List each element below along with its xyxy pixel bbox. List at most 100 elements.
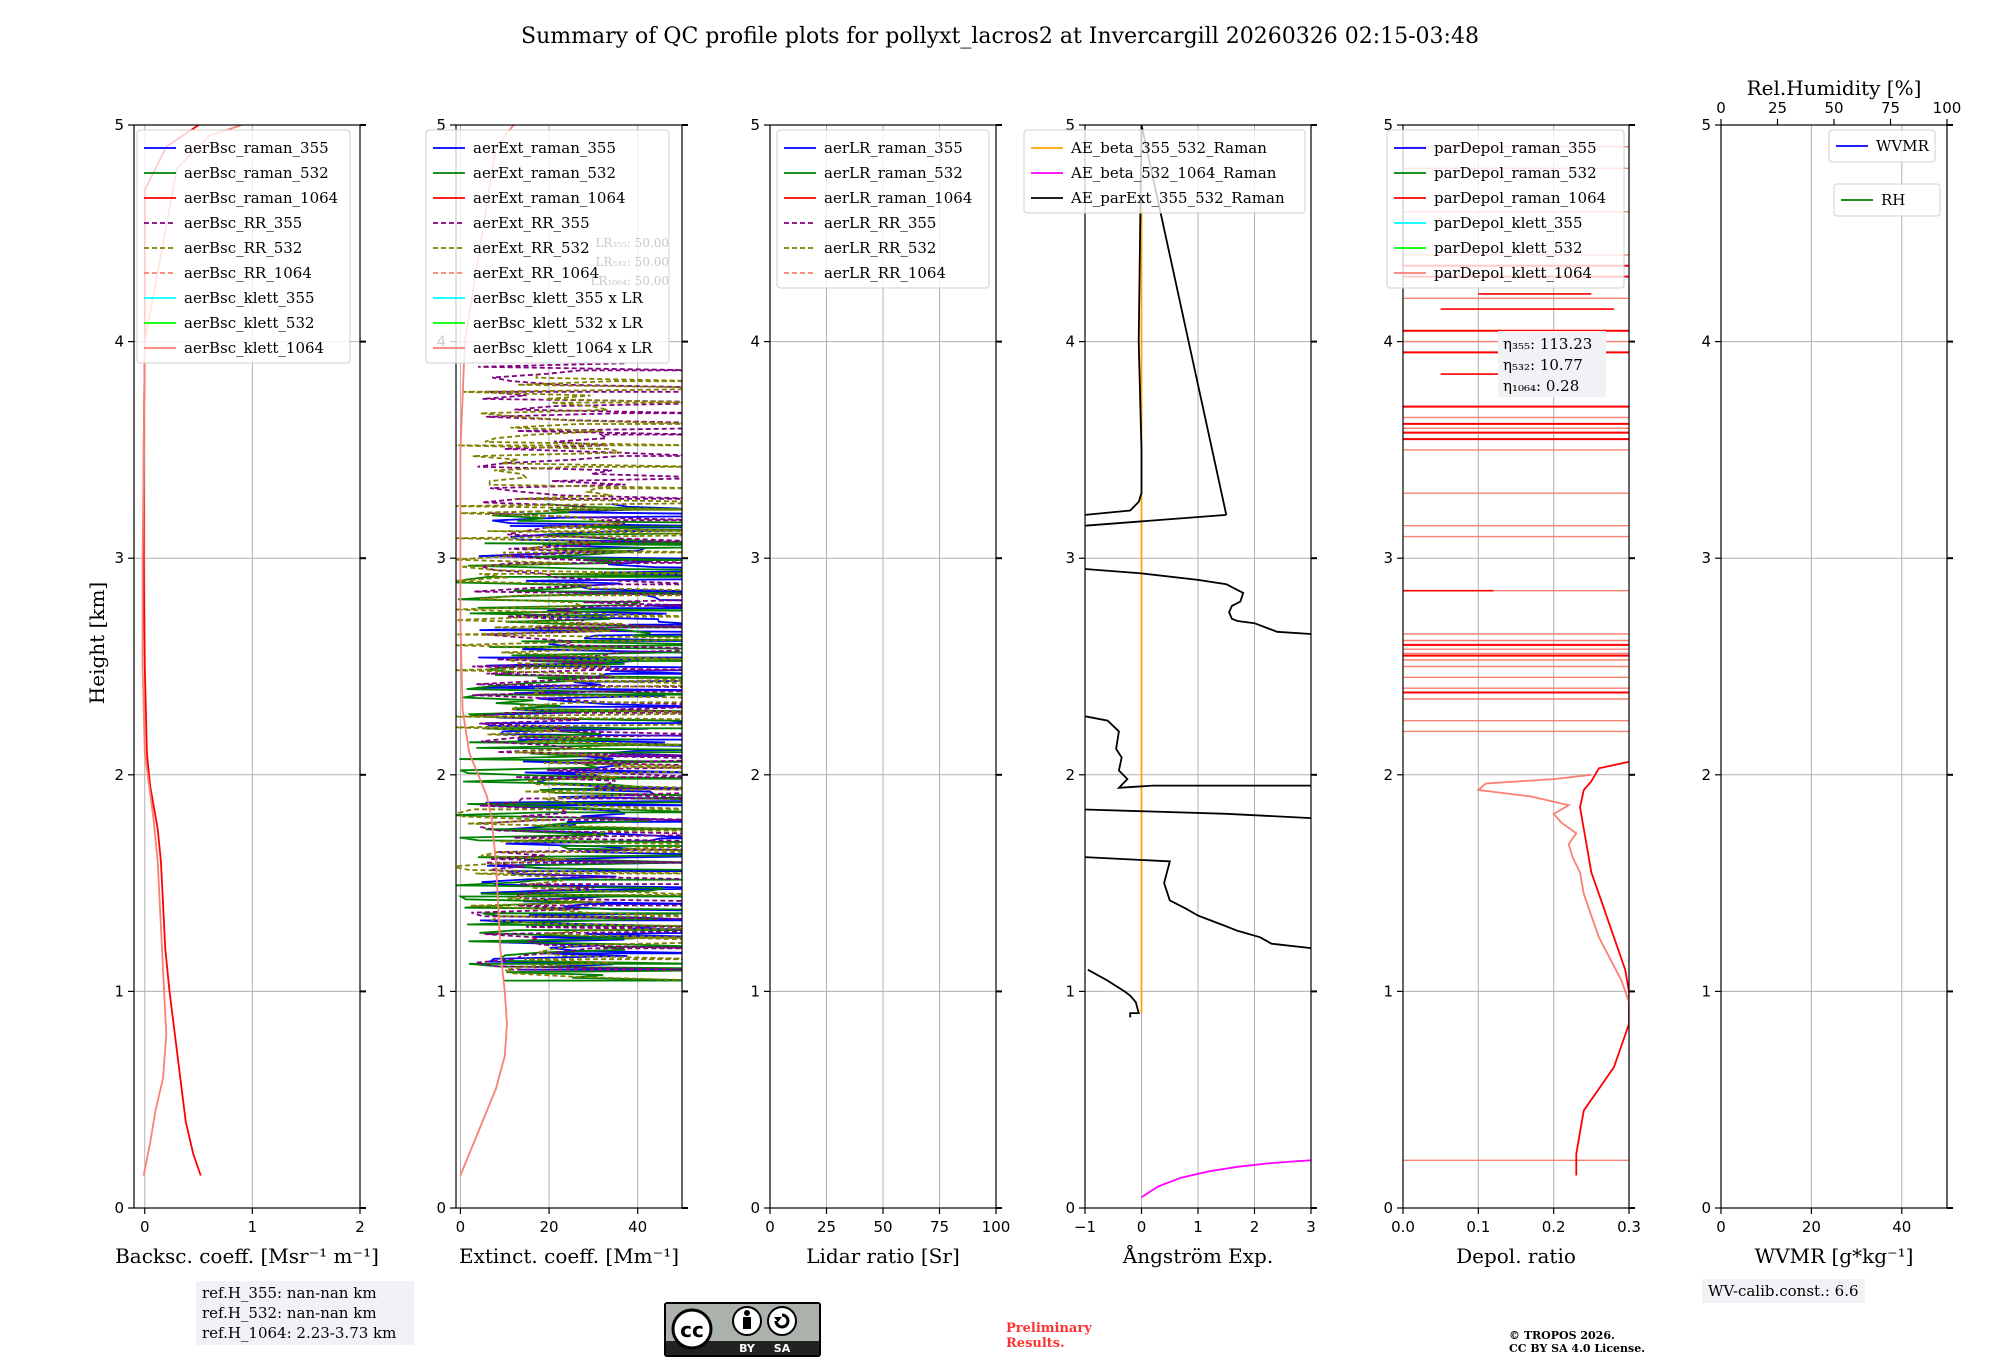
legend: aerLR_raman_355 aerLR_raman_532 aerLR_rama… — [776, 129, 990, 289]
x-tick-label: 75 — [930, 1218, 949, 1236]
eta-note: η₅₃₂: 10.77 — [1503, 356, 1583, 374]
x-axis-label: Lidar ratio [Sr] — [806, 1244, 960, 1268]
y-tick-label: 1 — [1701, 982, 1711, 1000]
legend-label: aerLR_RR_355 — [824, 214, 936, 232]
y-tick-label: 2 — [1701, 766, 1711, 784]
top-tick-label: 0 — [1716, 99, 1726, 117]
top-tick-label: 25 — [1768, 99, 1787, 117]
x-tick-label: 20 — [540, 1218, 559, 1236]
legend-label: aerLR_raman_1064 — [824, 189, 972, 207]
y-tick-label: 2 — [436, 766, 446, 784]
panel-ext: 02040012345Extinct. coeff. [Mm⁻¹]aerExt_… — [425, 116, 688, 1268]
panel-wv: 0 20 40 0 1 2 3 4 5 WVMR [g*kg⁻¹] 0 25 50 75 100 Rel.Hu… — [1701, 76, 1961, 1268]
y-tick-label: 3 — [1383, 549, 1393, 567]
x-tick-label: 0 — [1137, 1218, 1147, 1236]
y-tick-label: 1 — [1065, 982, 1075, 1000]
x-tick-label: 0.2 — [1542, 1218, 1566, 1236]
series-AE_parExt_355_532_Raman — [1085, 568, 1311, 635]
series-AE_parExt_355_532_Raman — [1085, 808, 1311, 819]
y-tick-label: 1 — [750, 982, 760, 1000]
wv-calibration-box: WV-calib.const.: 6.6 — [1702, 1279, 1865, 1303]
legend-label: aerBsc_RR_1064 — [184, 264, 312, 282]
x-tick-label: 20 — [1802, 1218, 1821, 1236]
legend: aerExt_raman_355 aerExt_raman_532 aerExt_r… — [425, 129, 670, 364]
series-aerExt_raman_355 — [477, 503, 682, 971]
top-tick-label: 75 — [1881, 99, 1900, 117]
y-tick-label: 2 — [114, 766, 124, 784]
y-tick-label: 2 — [750, 766, 760, 784]
y-tick-label: 1 — [114, 982, 124, 1000]
cc-letters: cc — [680, 1318, 704, 1342]
top-tick-label: 50 — [1824, 99, 1843, 117]
y-tick-label: 5 — [1065, 116, 1075, 134]
y-tick-label: 4 — [1065, 333, 1075, 351]
y-tick-label: 4 — [1383, 333, 1393, 351]
series-AE_beta_532_1064_Raman — [1141, 1159, 1311, 1198]
cc-by-label: BY — [739, 1342, 756, 1355]
legend-label: parDepol_raman_532 — [1434, 164, 1597, 182]
legend-label: aerBsc_klett_1064 — [184, 339, 324, 357]
eta-note: η₁₀₆₄: 0.28 — [1503, 377, 1579, 395]
panel-frame — [133, 124, 361, 1209]
x-tick-label: 40 — [628, 1218, 647, 1236]
reference-height-box: ref.H_355: nan-nan km ref.H_532: nan-nan… — [196, 1281, 414, 1345]
y-tick-label: 5 — [114, 116, 124, 134]
copyright-line-2: CC BY SA 4.0 License. — [1509, 1342, 1646, 1355]
top-tick-label: 100 — [1933, 99, 1962, 117]
legend-label: aerExt_RR_355 — [473, 214, 590, 232]
preliminary-line-1: Preliminary — [1006, 1321, 1092, 1336]
y-tick-label: 2 — [1065, 766, 1075, 784]
legend-label: aerLR_RR_1064 — [824, 264, 946, 282]
top-axis-label: Rel.Humidity [%] — [1747, 76, 1922, 100]
legend-box — [1023, 129, 1306, 214]
y-tick-label: 3 — [114, 549, 124, 567]
legend-label: parDepol_klett_1064 — [1434, 264, 1592, 282]
plot-area-depol — [1403, 145, 1629, 1176]
legend-label: aerLR_raman_532 — [824, 164, 963, 182]
copyright-note: © TROPOS 2026. CC BY SA 4.0 License. — [1509, 1329, 1645, 1355]
panel-depol: 0.0 0.1 0.2 0.3 0 1 2 3 4 5 Depol. ratio parDepol_r… — [1383, 116, 1640, 1268]
legend: AE_beta_355_532_Raman AE_beta_532_1064_Ra… — [1023, 129, 1306, 214]
legend-label: aerExt_RR_532 — [473, 239, 590, 257]
copyright-line-1: © TROPOS 2026. — [1509, 1329, 1615, 1342]
legend-box — [425, 129, 670, 364]
legend-label: aerBsc_klett_355 x LR — [473, 289, 644, 307]
x-axis-label: Backsc. coeff. [Msr⁻¹ m⁻¹] — [115, 1244, 379, 1268]
legend-label: aerBsc_RR_355 — [184, 214, 302, 232]
x-tick-label: 0.3 — [1617, 1218, 1641, 1236]
x-tick-label: 2 — [355, 1218, 365, 1236]
legend-label: aerLR_RR_532 — [824, 239, 936, 257]
legend-label: aerBsc_klett_532 — [184, 314, 315, 332]
y-tick-label: 0 — [1383, 1199, 1393, 1217]
y-tick-label: 4 — [750, 333, 760, 351]
lr-note: LR₃₅₅: 50.00 — [595, 236, 669, 250]
ref-note-532: ref.H_532: nan-nan km — [202, 1304, 377, 1322]
legend-box — [1828, 129, 1936, 163]
y-tick-label: 4 — [1701, 333, 1711, 351]
x-tick-label: 40 — [1892, 1218, 1911, 1236]
legend-label: AE_beta_532_1064_Raman — [1070, 164, 1277, 182]
ref-note-1064: ref.H_1064: 2.23-3.73 km — [202, 1324, 397, 1342]
legend-label: aerBsc_klett_355 — [184, 289, 315, 307]
x-tick-label: 0 — [140, 1218, 150, 1236]
legend-label: aerExt_raman_1064 — [473, 189, 626, 207]
y-axis-label: Height [km] — [85, 582, 109, 704]
x-tick-label: 3 — [1306, 1218, 1316, 1236]
series-AE_parExt_355_532_Raman — [1085, 856, 1311, 949]
y-tick-label: 0 — [750, 1199, 760, 1217]
x-tick-label: 0 — [765, 1218, 775, 1236]
legend-label: aerBsc_raman_1064 — [184, 189, 338, 207]
legend: aerBsc_raman_355 aerBsc_raman_532 aerBsc_r… — [136, 129, 351, 364]
y-tick-label: 4 — [114, 333, 124, 351]
panel-bsc: 0 1 2 0 1 2 3 4 5 Backsc. coeff. [Msr⁻¹ m⁻¹] aerBs… — [114, 116, 378, 1268]
x-tick-label: −1 — [1074, 1218, 1096, 1236]
legend-label: parDepol_klett_355 — [1434, 214, 1583, 232]
figure-title: Summary of QC profile plots for pollyxt_… — [521, 24, 1479, 49]
legend-box — [1833, 183, 1941, 217]
plot-area-ext — [456, 125, 682, 1176]
y-tick-label: 3 — [436, 549, 446, 567]
y-tick-label: 5 — [436, 116, 446, 134]
x-tick-label: 50 — [873, 1218, 892, 1236]
